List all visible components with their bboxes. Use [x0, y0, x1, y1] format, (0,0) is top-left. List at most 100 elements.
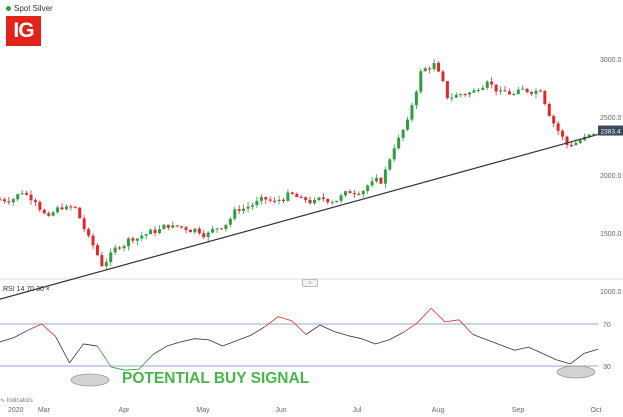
- candle-body: [78, 207, 82, 219]
- price-tick-label: 1500.0: [600, 231, 622, 238]
- candle-body: [118, 247, 122, 249]
- rsi-segment: [430, 307, 446, 323]
- rsi-segment: [125, 368, 140, 371]
- rsi-axis: 70 30: [603, 322, 611, 371]
- candle-body: [330, 202, 334, 204]
- rsi-segment: [472, 334, 487, 341]
- candle-body: [202, 233, 206, 238]
- trendline[interactable]: [0, 133, 599, 300]
- candle-body: [321, 197, 325, 200]
- candle-body: [157, 229, 161, 234]
- candle-body: [304, 197, 308, 200]
- buy-signal-ellipse-left: [70, 373, 110, 387]
- candle-body: [476, 89, 480, 91]
- price-tick-label: 3000.0: [600, 57, 622, 64]
- candle-body: [565, 136, 569, 146]
- candle-body: [11, 199, 15, 203]
- candle-body: [388, 159, 392, 170]
- rsi-segment: [458, 319, 474, 335]
- candle-body: [569, 145, 573, 147]
- candle-body: [33, 200, 37, 202]
- candle-body: [352, 193, 356, 195]
- rsi-segment: [347, 335, 362, 340]
- candle-body: [361, 190, 365, 195]
- rsi-segment: [486, 339, 501, 346]
- rsi-label[interactable]: RSI 14 70 30 ×: [3, 286, 50, 293]
- candle-body: [339, 195, 343, 201]
- rsi-segment: [556, 359, 571, 365]
- time-tick-label: Jun: [275, 407, 286, 414]
- price-axis: 3000.0 2500.0 2000.0 1500.0 1000.0: [600, 57, 622, 296]
- candle-body: [516, 89, 520, 95]
- indicators-button[interactable]: ∿ Indicators: [0, 398, 33, 404]
- buy-signal-ellipse-right: [556, 365, 596, 379]
- candle-body: [450, 97, 454, 99]
- price-tick-label: 2500.0: [600, 115, 622, 122]
- rsi-segment: [194, 338, 209, 341]
- candle-body: [109, 252, 113, 263]
- candle-body: [87, 229, 91, 236]
- candle-body: [326, 199, 330, 203]
- candle-body: [525, 88, 529, 93]
- candle-body: [250, 205, 254, 207]
- candle-body: [233, 209, 237, 219]
- candle-body: [51, 212, 55, 216]
- candle-body: [135, 238, 139, 241]
- rsi-segment: [263, 316, 279, 328]
- candle-body: [335, 200, 339, 203]
- rsi-segment: [389, 332, 404, 341]
- rsi-segment: [403, 322, 418, 333]
- candle-body: [521, 88, 525, 90]
- rsi-segment: [542, 353, 557, 361]
- candle-body: [7, 201, 11, 203]
- candle-body: [100, 255, 104, 267]
- candle-body: [357, 193, 361, 195]
- rsi-segment: [208, 339, 223, 347]
- candle-body: [246, 206, 250, 209]
- candle-body: [543, 90, 547, 104]
- candle-body: [592, 133, 596, 135]
- buy-signal-annotation: POTENTIAL BUY SIGNAL: [122, 370, 310, 387]
- candle-body: [445, 81, 449, 98]
- candle-body: [375, 177, 379, 182]
- rsi-levels: [0, 323, 598, 367]
- legend-label: Spot Silver: [14, 3, 53, 13]
- time-tick-label: Aug: [432, 407, 445, 414]
- candle-body: [60, 207, 64, 210]
- candle-body: [95, 245, 99, 256]
- rsi-segment: [236, 335, 251, 342]
- rsi-segment: [41, 323, 56, 337]
- candle-body: [494, 84, 498, 92]
- rsi-segment: [319, 324, 334, 332]
- candle-body: [290, 192, 294, 194]
- candle-body: [20, 193, 24, 195]
- candle-body: [242, 208, 246, 211]
- candle-body: [153, 229, 157, 234]
- candle-body: [16, 194, 20, 200]
- legend: Spot Silver: [6, 2, 53, 14]
- candle-body: [188, 229, 192, 233]
- rsi-segment: [180, 338, 195, 343]
- candle-body: [73, 206, 77, 208]
- candle-body: [379, 177, 383, 184]
- legend-dot-icon: [6, 5, 11, 11]
- candle-body: [574, 142, 578, 146]
- candle-body: [499, 90, 503, 92]
- candle-body: [587, 134, 591, 137]
- rsi-segment: [333, 330, 348, 336]
- rsi-segment: [111, 366, 126, 371]
- candle-body: [397, 137, 401, 149]
- candle-body: [503, 90, 507, 92]
- rsi-segment: [166, 341, 181, 347]
- rsi-panel: 70 30: [0, 307, 611, 387]
- candle-body: [481, 87, 485, 90]
- candle-body: [437, 63, 441, 72]
- candle-body: [392, 148, 396, 160]
- rsi-segment: [13, 329, 29, 339]
- candle-body: [530, 92, 534, 94]
- panel-resize-handle[interactable]: ≡: [302, 279, 318, 287]
- candle-body: [348, 191, 352, 194]
- candle-body: [419, 71, 423, 92]
- candle-body: [224, 224, 228, 229]
